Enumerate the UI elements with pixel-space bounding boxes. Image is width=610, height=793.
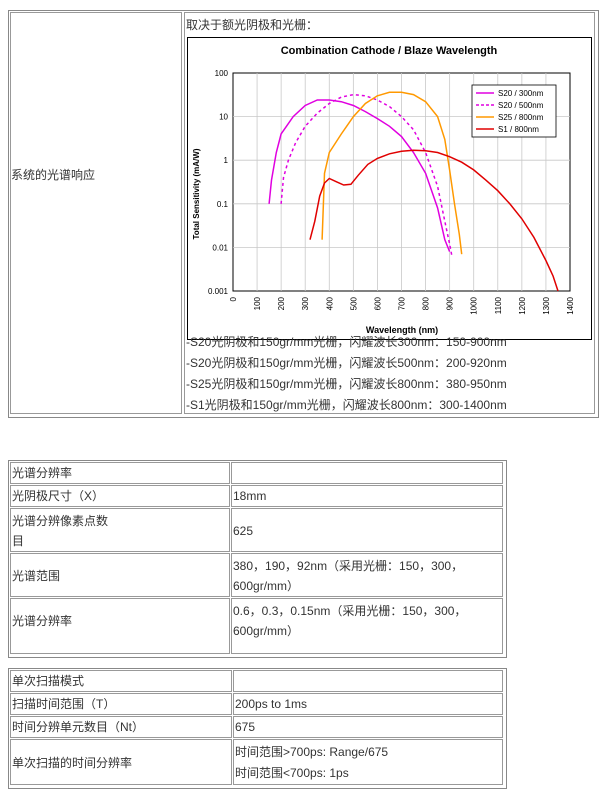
t2-r5-value-b: 600gr/mm） xyxy=(233,624,300,638)
x-tick-label: 500 xyxy=(349,296,358,310)
t3-r2-value: 200ps to 1ms xyxy=(235,697,308,711)
chart-legend: S20 / 300nm S20 / 500nm S25 / 800nm S1 / 80… xyxy=(471,84,557,138)
x-tick-label: 1400 xyxy=(566,296,575,314)
x-tick-label: 800 xyxy=(422,296,431,310)
y-tick-label: 100 xyxy=(215,69,229,78)
t2-r3-label-b: 目 xyxy=(12,534,25,548)
y-axis-label: Total Sensitivity (mA/W) xyxy=(192,148,201,239)
note-line-3: -S25光阴极和150gr/mm光栅，闪耀波长800nm：380-950nm xyxy=(186,377,507,391)
note-line-4: -S1光阴极和150gr/mm光栅，闪耀波长800nm：300-1400nm xyxy=(186,398,507,412)
t3-r1-label: 单次扫描模式 xyxy=(12,674,85,688)
series-line-3 xyxy=(321,91,463,255)
t2-r3-c1: 光谱分辨像素点数 目 xyxy=(10,508,230,552)
t2-r2-c1: 光阴极尺寸（X） xyxy=(10,485,230,507)
t2-r2-c2: 18mm xyxy=(231,485,503,507)
sensitivity-chart: Combination Cathode / Blaze Wavelength 0… xyxy=(187,37,592,340)
y-tick-label: 0.01 xyxy=(212,243,228,252)
t2-r5-value-a: 0.6，0.3，0.15nm（采用光栅：150，300， xyxy=(233,604,467,618)
t2-r4-value-a: 380，190，92nm（采用光栅：150，300， xyxy=(233,559,464,573)
t2-r3-label-a: 光谱分辨像素点数 xyxy=(12,514,109,528)
t3-r4-c1: 单次扫描的时间分辨率 xyxy=(10,739,232,785)
t3-r1-c2 xyxy=(233,670,503,692)
t2-r1-c2 xyxy=(231,462,503,484)
legend-label: S20 / 500nm xyxy=(498,101,544,110)
x-tick-label: 0 xyxy=(229,296,238,301)
x-axis-label: Wavelength (nm) xyxy=(366,325,438,335)
x-tick-label: 700 xyxy=(398,296,407,310)
t2-r1-label: 光谱分辨率 xyxy=(12,466,73,480)
row-value-cell: 取决于额光阴极和光栅： Combination Cathode / Blaze … xyxy=(184,12,595,414)
x-tick-label: 1200 xyxy=(518,296,527,314)
t3-r2-label: 扫描时间范围（T） xyxy=(12,697,116,711)
t3-r3-label: 时间分辨单元数目（Nt） xyxy=(12,720,145,734)
t3-r4-label: 单次扫描的时间分辨率 xyxy=(12,756,133,770)
t3-r2-c1: 扫描时间范围（T） xyxy=(10,693,232,715)
x-tick-label: 300 xyxy=(301,296,310,310)
t2-r4-value-b: 600gr/mm） xyxy=(233,579,300,593)
x-tick-label: 100 xyxy=(253,296,262,310)
t2-r2-value: 18mm xyxy=(233,489,267,503)
spectral-response-label: 系统的光谱响应 xyxy=(11,168,96,182)
x-tick-label: 900 xyxy=(446,296,455,310)
x-tick-label: 400 xyxy=(325,296,334,310)
t2-r5-c2: 0.6，0.3，0.15nm（采用光栅：150，300， 600gr/mm） xyxy=(231,598,503,654)
x-tick-label: 200 xyxy=(277,296,286,310)
x-tick-label: 600 xyxy=(373,296,382,310)
single-scan-table xyxy=(8,668,507,789)
t2-r5-c1: 光谱分辨率 xyxy=(10,598,230,654)
t2-r2-label: 光阴极尺寸（X） xyxy=(12,489,105,503)
row-label-cell: 系统的光谱响应 xyxy=(10,12,182,414)
y-tick-label: 1 xyxy=(224,156,229,165)
legend-label: S20 / 300nm xyxy=(498,89,544,98)
intro-text: 取决于额光阴极和光栅： xyxy=(186,18,319,32)
x-tick-label: 1300 xyxy=(542,296,551,314)
series-line-1 xyxy=(268,99,451,252)
t3-r2-c2: 200ps to 1ms xyxy=(233,693,503,715)
chart-title: Combination Cathode / Blaze Wavelength xyxy=(281,45,498,57)
spectral-response-table xyxy=(8,10,599,418)
t3-r1-c1: 单次扫描模式 xyxy=(10,670,232,692)
t3-r4-value-a: 时间范围>700ps: Range/675 xyxy=(235,745,389,759)
t2-r1-c1: 光谱分辨率 xyxy=(10,462,230,484)
t2-r4-c1: 光谱范围 xyxy=(10,553,230,597)
t3-r4-value-b: 时间范围<700ps: 1ps xyxy=(235,766,349,780)
y-tick-label: 10 xyxy=(219,113,228,122)
t3-r3-value: 675 xyxy=(235,720,256,734)
t2-r5-label: 光谱分辨率 xyxy=(12,614,73,628)
note-line-2: -S20光阴极和150gr/mm光栅，闪耀波长500nm：200-920nm xyxy=(186,356,507,370)
legend-label: S1 / 800nm xyxy=(498,125,539,134)
t2-r3-value: 625 xyxy=(233,524,254,538)
t3-r3-c1: 时间分辨单元数目（Nt） xyxy=(10,716,232,738)
chart-series xyxy=(268,91,559,292)
t2-r4-c2: 380，190，92nm（采用光栅：150，300， 600gr/mm） xyxy=(231,553,503,597)
y-tick-label: 0.001 xyxy=(208,287,229,296)
note-line-1: -S20光阴极和150gr/mm光栅，闪耀波长300nm：150-900nm xyxy=(186,335,507,349)
y-tick-label: 0.1 xyxy=(217,200,229,209)
t3-r4-c2: 时间范围>700ps: Range/675 时间范围<700ps: 1ps xyxy=(233,739,503,785)
t2-r4-label: 光谱范围 xyxy=(12,569,61,583)
t2-r3-c2: 625 xyxy=(231,508,503,552)
legend-label: S25 / 800nm xyxy=(498,113,544,122)
spectral-resolution-table xyxy=(8,460,507,658)
series-line-4 xyxy=(309,149,559,292)
x-tick-label: 1100 xyxy=(494,296,503,314)
chart-ticks: 0 100 200 300 400 500 600 700 800 900 1000 1100 1200… xyxy=(208,69,575,315)
t3-r3-c2: 675 xyxy=(233,716,503,738)
x-tick-label: 1000 xyxy=(470,296,479,314)
